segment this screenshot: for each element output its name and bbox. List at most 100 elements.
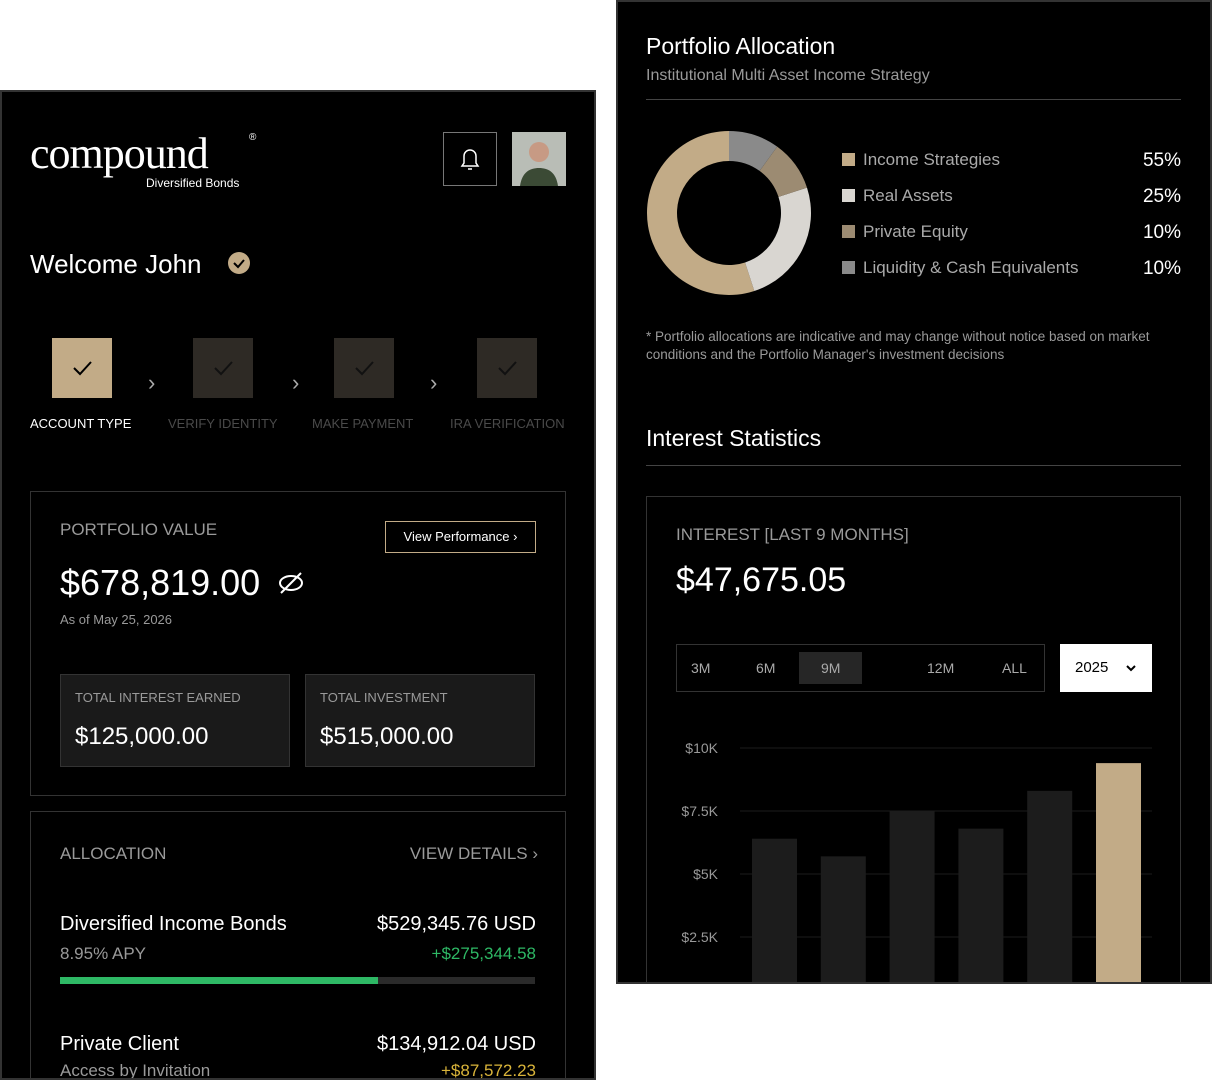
donut-slice xyxy=(729,131,778,171)
stat-box: TOTAL INVESTMENT $515,000.00 xyxy=(305,674,535,767)
right-panel: Portfolio Allocation Institutional Multi… xyxy=(616,0,1212,984)
hide-icon[interactable] xyxy=(277,570,305,596)
y-tick-label: $10K xyxy=(685,740,718,756)
range-tab[interactable]: 3M xyxy=(691,660,711,676)
legend-value: 10% xyxy=(1142,222,1181,243)
range-tab[interactable]: 12M xyxy=(927,660,955,676)
interest-label: INTEREST [LAST 9 MONTHS] xyxy=(676,525,909,544)
step-box xyxy=(477,338,537,398)
range-tabs: 3M 6M 9M 12M ALL xyxy=(676,644,1045,692)
notification-button[interactable] xyxy=(443,132,497,186)
note: * Portfolio allocations are indicative a… xyxy=(646,329,1150,362)
step-box xyxy=(52,338,112,398)
donut-slice xyxy=(745,187,811,291)
link-text: VIEW DETAILS xyxy=(409,844,528,863)
interest-chart: $2.5K $5K $7.5K $10K xyxy=(681,740,1152,982)
stat-value: $515,000.00 xyxy=(320,723,454,750)
bell-icon xyxy=(460,149,480,170)
bar xyxy=(889,811,935,982)
item-sub: Access by Invitation xyxy=(60,1061,211,1080)
section-title: Portfolio Allocation xyxy=(646,33,836,59)
step-label: VERIFY IDENTITY xyxy=(168,416,278,431)
stat-label: TOTAL INVESTMENT xyxy=(320,690,448,705)
avatar-image xyxy=(512,132,566,186)
divider xyxy=(646,99,1181,100)
step-box xyxy=(193,338,253,398)
step-label: IRA VERIFICATION xyxy=(450,416,565,431)
logo-mark: ® xyxy=(249,132,257,143)
check-icon xyxy=(498,361,517,376)
check-icon xyxy=(73,361,92,376)
check-icon xyxy=(355,361,374,376)
portfolio-label: PORTFOLIO VALUE xyxy=(60,520,218,539)
logo: compound xyxy=(30,129,209,178)
view-performance-button[interactable]: View Performance › xyxy=(385,521,536,553)
avatar[interactable] xyxy=(512,132,566,186)
year-select[interactable]: 2025 xyxy=(1060,644,1152,692)
portfolio-card: PORTFOLIO VALUE View Performance › $678,… xyxy=(30,491,566,796)
item-amount: $529,345.76 USD xyxy=(376,913,536,935)
legend-swatch xyxy=(842,261,855,274)
legend-value: 25% xyxy=(1142,186,1181,207)
left-panel: compound ® Diversified Bonds Welcome Joh… xyxy=(0,90,596,1080)
range-tab[interactable]: ALL xyxy=(1002,660,1027,676)
item-gain: +$87,572.23 xyxy=(440,1061,536,1080)
stat-box: TOTAL INTEREST EARNED $125,000.00 xyxy=(60,674,290,767)
section-subtitle: Institutional Multi Asset Income Strateg… xyxy=(646,67,930,84)
year: 2025 xyxy=(1075,659,1109,676)
progress-bar xyxy=(60,977,379,984)
interest-card: INTEREST [LAST 9 MONTHS] $47,675.05 3M 6M… xyxy=(646,496,1181,982)
step-label: MAKE PAYMENT xyxy=(312,416,414,431)
item-name: Private Client xyxy=(60,1033,179,1055)
range-tab[interactable]: 6M xyxy=(756,660,776,676)
donut-slice xyxy=(647,131,755,295)
item-gain: +$275,344.58 xyxy=(431,944,536,963)
view-details-link[interactable]: VIEW DETAILS › xyxy=(409,844,538,863)
bar xyxy=(1027,790,1073,982)
y-tick-label: $2.5K xyxy=(681,929,718,945)
section-title: Interest Statistics xyxy=(646,425,822,451)
check-icon xyxy=(214,361,233,376)
item-name: Diversified Income Bonds xyxy=(60,913,287,935)
interest-value: $47,675.05 xyxy=(676,561,847,599)
donut-slice xyxy=(759,146,807,197)
step-arrow: › xyxy=(292,370,300,395)
stat-label: TOTAL INTEREST EARNED xyxy=(75,690,241,705)
bar xyxy=(752,838,797,982)
step-label: ACCOUNT TYPE xyxy=(30,416,132,431)
legend-value: 55% xyxy=(1142,150,1181,171)
bar xyxy=(1096,763,1141,982)
chevron xyxy=(1126,665,1136,672)
legend-swatch xyxy=(842,153,855,166)
y-tick-label: $5K xyxy=(693,866,719,882)
legend-label: Liquidity & Cash Equivalents xyxy=(863,258,1079,277)
portfolio-value: $678,819.00 xyxy=(60,562,261,603)
legend-swatch xyxy=(842,189,855,202)
welcome: Welcome John xyxy=(30,249,202,279)
step-arrow: › xyxy=(148,370,156,395)
legend-value: 10% xyxy=(1142,258,1181,279)
legend-label: Real Assets xyxy=(863,186,953,205)
bar xyxy=(820,856,866,982)
allocation-donut xyxy=(647,131,811,295)
step-box xyxy=(334,338,394,398)
as-of-date: As of May 25, 2026 xyxy=(60,612,173,627)
button-text: View Performance xyxy=(403,529,510,544)
legend-label: Income Strategies xyxy=(863,150,1001,169)
allocation-card: ALLOCATION VIEW DETAILS › Diversified In… xyxy=(30,811,566,1080)
legend-label: Private Equity xyxy=(863,222,968,241)
verified-badge xyxy=(228,252,250,274)
logo-tagline: Diversified Bonds xyxy=(146,176,240,190)
range-tab[interactable]: 9M xyxy=(799,652,863,684)
progress-track xyxy=(60,977,535,984)
allocation-label: ALLOCATION xyxy=(60,844,167,863)
stat-value: $125,000.00 xyxy=(75,723,209,750)
legend-swatch xyxy=(842,225,855,238)
y-tick-label: $7.5K xyxy=(681,803,718,819)
item-sub: 8.95% APY xyxy=(60,944,147,963)
divider xyxy=(646,465,1181,466)
step-arrow: › xyxy=(430,370,438,395)
item-amount: $134,912.04 USD xyxy=(376,1033,536,1055)
bar xyxy=(958,828,1004,982)
